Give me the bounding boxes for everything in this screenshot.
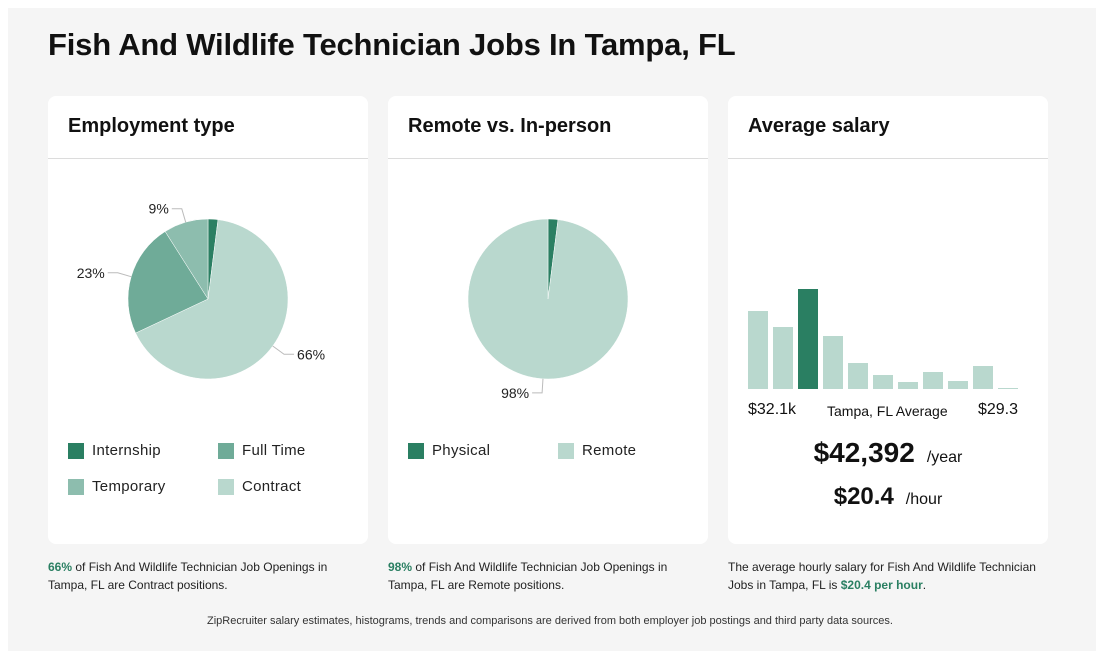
histogram-bar (748, 311, 768, 389)
salary-histogram (748, 289, 1018, 389)
legend-swatch (218, 478, 234, 495)
legend-label: Remote (582, 442, 637, 459)
pie-label-line (171, 208, 187, 223)
remote-card: Remote vs. In-person 98% Physical Remote (388, 96, 708, 544)
pie-slice-full-time (127, 231, 209, 334)
legend-label: Physical (432, 442, 491, 459)
remote-caption: 98% of Fish And Wildlife Technician Job … (388, 558, 708, 594)
employment-type-card: Employment type 66% 23% 9% Internship Full … (48, 96, 368, 544)
histogram-average-label: Tampa, FL Average (827, 403, 948, 419)
histogram-bar (823, 336, 843, 389)
histogram-bar (923, 372, 943, 389)
legend-swatch (68, 478, 84, 495)
annual-salary: $42,392 /year (728, 437, 1048, 469)
pie-label-remote: 98% (501, 385, 529, 401)
card-divider (728, 158, 1048, 159)
remote-card-title: Remote vs. In-person (408, 115, 612, 137)
annual-salary-value: $42,392 (813, 437, 915, 468)
histogram-bar (773, 327, 793, 389)
legend-label: Full Time (242, 442, 306, 459)
salary-card-title: Average salary (748, 115, 890, 137)
legend-item-contract: Contract (218, 478, 301, 495)
pie-slice-temporary (164, 218, 209, 300)
legend-item-temporary: Temporary (68, 478, 166, 495)
hourly-salary: $20.4 /hour (728, 483, 1048, 511)
annual-salary-unit: /year (926, 449, 963, 466)
salary-caption-highlight: $20.4 per hour (840, 578, 923, 592)
remote-caption-highlight: 98% (388, 560, 413, 574)
hourly-salary-unit: /hour (905, 491, 943, 508)
pie-slice-contract (135, 219, 289, 380)
histogram-bar-highlighted (798, 289, 818, 389)
histogram-bar (898, 382, 918, 389)
histogram-bar (848, 363, 868, 389)
legend-swatch (218, 442, 234, 459)
pie-slice-remote (467, 218, 629, 380)
legend-label: Internship (92, 442, 161, 459)
employment-caption-highlight: 66% (48, 560, 73, 574)
pie-label-line (532, 378, 544, 394)
legend-item-internship: Internship (68, 442, 161, 459)
pie-label-contract: 66% (297, 346, 325, 362)
legend-swatch (68, 442, 84, 459)
remote-pie-chart: 98% (467, 218, 629, 401)
histogram-bar (873, 375, 893, 389)
footer-disclaimer: ZipRecruiter salary estimates, histogram… (207, 615, 893, 627)
legend-item-remote: Remote (558, 442, 636, 459)
pie-label-temporary: 9% (149, 201, 169, 217)
employment-caption-text: of Fish And Wildlife Technician Job Open… (48, 560, 328, 592)
legend-item-physical: Physical (408, 442, 490, 459)
histogram-max-label: $29.3 (977, 401, 1018, 418)
legend-item-full-time: Full Time (218, 442, 306, 459)
pie-label-line (107, 272, 132, 278)
salary-caption-text: The average hourly salary for Fish And W… (728, 560, 1036, 592)
histogram-bar (998, 388, 1018, 389)
hourly-salary-value: $20.4 (833, 483, 894, 510)
legend-label: Temporary (92, 478, 166, 495)
salary-caption: The average hourly salary for Fish And W… (728, 558, 1048, 594)
legend-swatch (558, 442, 574, 459)
legend-label: Contract (242, 478, 302, 495)
histogram-min-label: $32.1k (748, 401, 797, 418)
remote-caption-text: of Fish And Wildlife Technician Job Open… (388, 560, 668, 592)
card-divider (388, 158, 708, 159)
histogram-bar (973, 366, 993, 389)
pie-label-full-time: 23% (77, 265, 105, 281)
employment-caption: 66% of Fish And Wildlife Technician Job … (48, 558, 368, 594)
employment-card-title: Employment type (68, 115, 235, 137)
pie-label-line (272, 345, 295, 355)
salary-card: Average salary $32.1k Tampa, FL Average … (728, 96, 1048, 544)
legend-swatch (408, 442, 424, 459)
card-divider (48, 158, 368, 159)
salary-caption-end: . (922, 578, 927, 592)
page-title: Fish And Wildlife Technician Jobs In Tam… (48, 27, 736, 62)
employment-pie-chart: 66% 23% 9% (77, 201, 325, 380)
histogram-bar (948, 381, 968, 389)
